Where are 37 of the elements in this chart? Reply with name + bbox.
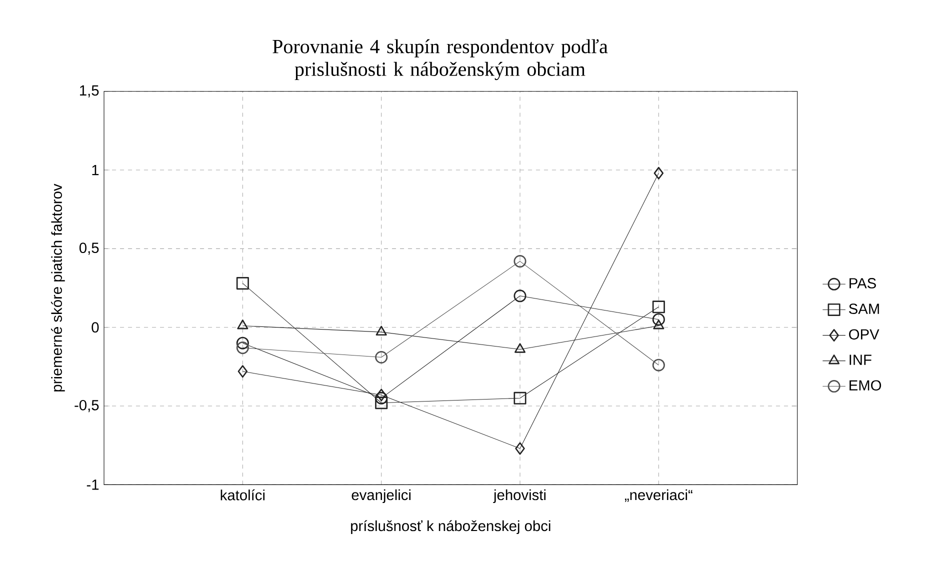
y-tick-label: 1,5: [80, 85, 99, 98]
x-tick-label: jehovisti: [493, 489, 546, 504]
legend-label: PAS: [850, 278, 876, 288]
point: [654, 166, 664, 180]
y-tick-label: 0: [92, 322, 99, 333]
point: [514, 392, 526, 404]
legend-label: SAM: [849, 304, 879, 314]
y-tick-label: -0,5: [74, 400, 99, 412]
point: [237, 320, 248, 330]
point: [652, 300, 665, 314]
point: [236, 336, 249, 350]
chart-title: Porovnanie 4 skupín respondentov podľa prislušnosti k náboženským obciam: [272, 39, 608, 80]
y-tick-label: -1: [86, 480, 99, 490]
x-tick-label: „neveriaci“: [624, 489, 692, 502]
legend-label: EMO: [850, 380, 882, 391]
point: [376, 326, 387, 336]
legend-label: INF: [850, 354, 872, 365]
point: [652, 313, 665, 326]
y-axis-title: priemerné skóre piatich faktorov: [51, 184, 65, 392]
point: [376, 388, 386, 402]
x-axis-title: príslušnosť k náboženskej obci: [351, 520, 550, 534]
point: [375, 350, 388, 364]
point: [375, 392, 388, 404]
point: [375, 396, 388, 410]
point: [515, 442, 525, 455]
point: [238, 365, 248, 378]
point: [236, 342, 249, 354]
x-tick-label: evanjelici: [352, 489, 411, 504]
point: [236, 277, 249, 290]
y-tick-label: 1: [92, 164, 99, 176]
y-tick-label: 0,5: [79, 242, 99, 255]
point: [652, 358, 665, 372]
point: [514, 255, 526, 268]
point: [514, 290, 526, 302]
legend-label: OPV: [849, 329, 880, 340]
x-tick-label: katolíci: [220, 489, 265, 500]
point: [514, 343, 526, 353]
